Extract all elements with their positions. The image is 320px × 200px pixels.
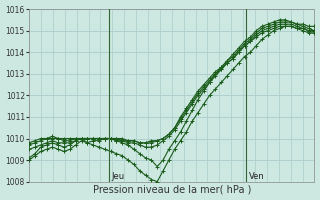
Text: Ven: Ven <box>249 172 265 181</box>
Text: Jeu: Jeu <box>112 172 125 181</box>
X-axis label: Pression niveau de la mer( hPa ): Pression niveau de la mer( hPa ) <box>92 184 251 194</box>
